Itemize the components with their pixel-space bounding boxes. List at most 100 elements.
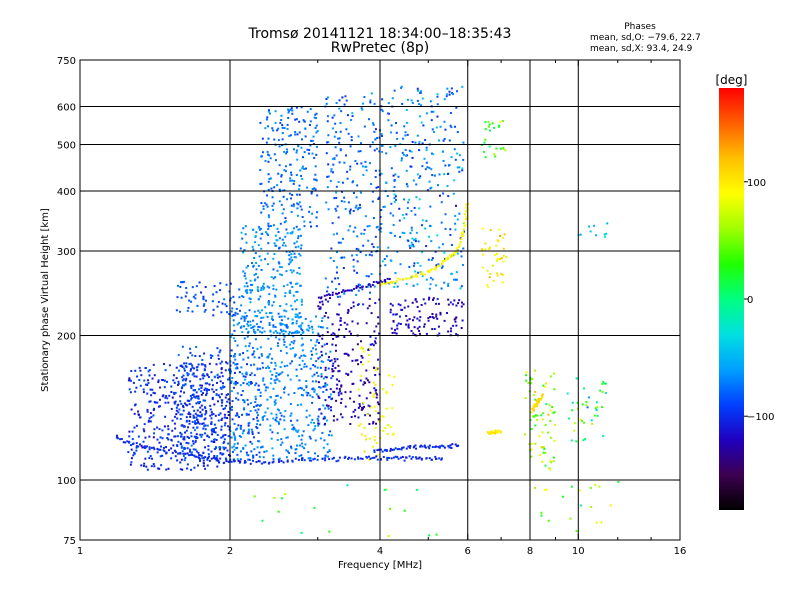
data-point xyxy=(266,386,269,389)
data-point xyxy=(341,96,344,99)
data-point xyxy=(423,445,426,448)
data-point xyxy=(346,484,349,487)
data-point xyxy=(204,413,207,416)
data-point xyxy=(460,327,463,330)
data-point xyxy=(268,154,271,157)
data-point xyxy=(204,432,207,435)
data-point xyxy=(255,404,258,407)
data-point xyxy=(247,458,250,461)
data-point xyxy=(284,330,287,333)
data-point xyxy=(454,125,457,128)
data-point xyxy=(267,222,270,225)
data-point xyxy=(393,234,396,237)
data-point xyxy=(162,394,165,397)
data-point xyxy=(431,328,434,331)
data-point xyxy=(288,250,291,253)
data-point xyxy=(227,410,230,413)
data-point xyxy=(195,422,198,425)
data-point xyxy=(414,213,417,216)
data-point xyxy=(134,390,137,393)
data-point xyxy=(298,316,301,319)
data-point xyxy=(266,232,269,235)
data-point xyxy=(157,448,160,451)
data-point xyxy=(451,443,454,446)
data-point xyxy=(249,402,252,405)
data-point xyxy=(394,145,397,148)
data-point xyxy=(233,422,236,425)
data-point xyxy=(544,424,547,427)
data-point xyxy=(286,460,289,463)
data-point xyxy=(249,374,252,377)
data-point xyxy=(394,282,397,285)
data-point xyxy=(288,331,291,334)
data-point xyxy=(296,313,299,316)
data-point xyxy=(281,132,284,135)
data-point xyxy=(374,138,377,141)
data-point xyxy=(154,401,157,404)
data-point xyxy=(144,383,147,386)
data-point xyxy=(267,160,270,163)
data-point xyxy=(277,344,280,347)
data-point xyxy=(321,431,324,434)
data-point xyxy=(183,280,186,283)
data-point xyxy=(262,416,265,419)
data-point xyxy=(426,270,429,273)
data-point xyxy=(264,159,267,162)
data-point xyxy=(544,451,547,454)
data-point xyxy=(408,265,411,268)
data-point xyxy=(255,453,258,456)
data-point xyxy=(463,213,466,216)
data-point xyxy=(243,319,246,322)
data-point xyxy=(339,149,342,152)
data-point xyxy=(310,191,313,194)
data-point xyxy=(281,126,284,129)
data-point xyxy=(388,374,391,377)
data-point xyxy=(175,409,178,412)
data-point xyxy=(425,146,428,149)
data-point xyxy=(407,326,410,329)
data-point xyxy=(353,458,356,461)
data-point xyxy=(410,150,413,153)
data-point xyxy=(283,419,286,422)
data-point xyxy=(241,237,244,240)
data-point xyxy=(600,521,603,524)
data-point xyxy=(396,324,399,327)
data-point xyxy=(223,385,226,388)
data-point xyxy=(408,198,411,201)
colorbar-tick-label: −100 xyxy=(747,412,774,423)
data-point xyxy=(336,205,339,208)
data-point xyxy=(183,459,186,462)
data-point xyxy=(207,445,210,448)
data-point xyxy=(119,438,122,441)
data-point xyxy=(296,430,299,433)
data-point xyxy=(335,387,338,390)
data-point xyxy=(346,114,349,117)
data-point xyxy=(447,195,450,198)
data-point xyxy=(294,313,297,316)
data-point xyxy=(251,442,254,445)
data-point xyxy=(258,255,261,258)
data-point xyxy=(324,417,327,420)
data-point xyxy=(307,457,310,460)
data-point xyxy=(202,427,205,430)
data-point xyxy=(394,455,397,458)
data-point xyxy=(276,239,279,242)
data-point xyxy=(331,291,334,294)
data-point xyxy=(239,247,242,250)
data-point xyxy=(346,323,349,326)
data-point xyxy=(371,343,374,346)
data-point xyxy=(305,167,308,170)
data-point xyxy=(148,448,151,451)
data-point xyxy=(208,459,211,462)
data-point xyxy=(338,303,341,306)
data-point xyxy=(250,428,253,431)
data-point xyxy=(174,400,177,403)
data-point xyxy=(190,431,193,434)
data-point xyxy=(450,87,453,90)
data-point xyxy=(434,268,437,271)
data-point xyxy=(335,292,338,295)
data-point xyxy=(380,282,383,285)
data-point xyxy=(318,307,321,310)
data-point xyxy=(289,378,292,381)
data-point xyxy=(372,280,375,283)
